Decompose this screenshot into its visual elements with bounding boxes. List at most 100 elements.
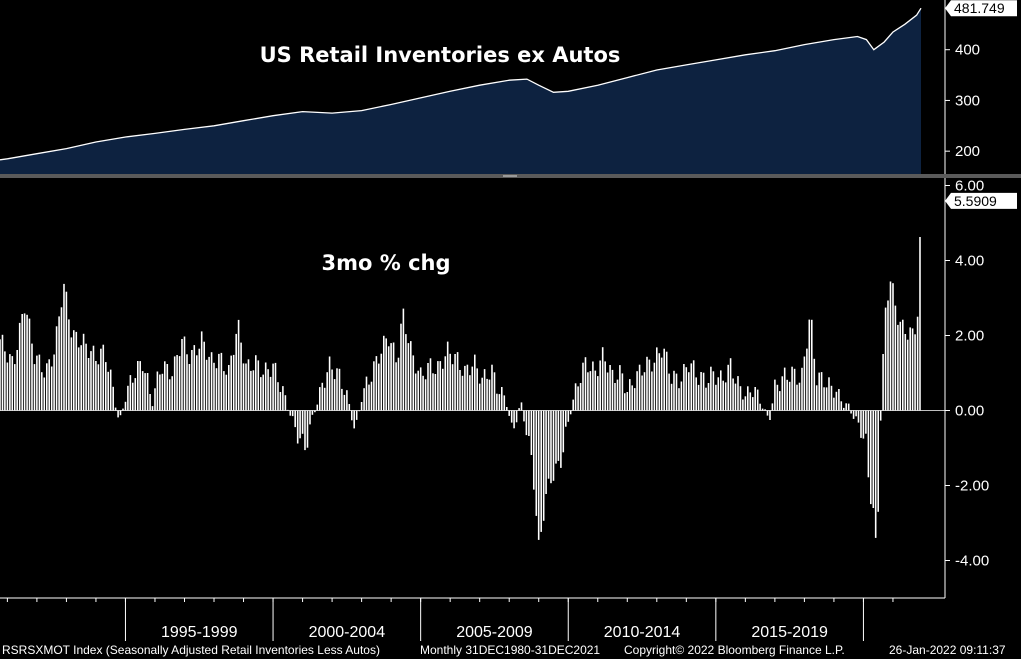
bottom-y-tick-label: 6.00 bbox=[955, 178, 984, 195]
pct-change-bar bbox=[560, 410, 562, 468]
pct-change-bar bbox=[105, 362, 107, 411]
pct-change-bar bbox=[619, 365, 621, 411]
pct-change-bar bbox=[862, 410, 865, 439]
pct-change-bar bbox=[870, 410, 872, 505]
pct-change-bar bbox=[178, 356, 181, 411]
pct-change-bar bbox=[68, 319, 70, 411]
pct-change-bar bbox=[791, 366, 793, 411]
pct-change-bar bbox=[838, 389, 840, 411]
pct-change-bar bbox=[592, 361, 594, 411]
pct-change-bar bbox=[171, 376, 173, 411]
pct-change-bar bbox=[119, 410, 122, 416]
pct-change-bar bbox=[660, 357, 663, 411]
top-tag-value: 481.749 bbox=[954, 0, 1005, 16]
pct-change-bar bbox=[565, 410, 567, 427]
pct-change-bar bbox=[806, 348, 808, 411]
pct-change-bar bbox=[193, 345, 196, 411]
pct-change-bar bbox=[557, 410, 560, 461]
pct-change-bar bbox=[707, 383, 710, 411]
pct-change-bar bbox=[530, 410, 533, 455]
pct-change-bar bbox=[769, 410, 771, 420]
pct-change-bar bbox=[87, 358, 90, 411]
pct-change-bar bbox=[333, 379, 336, 411]
pct-change-bar bbox=[200, 331, 203, 411]
pct-change-bar bbox=[887, 300, 889, 411]
pct-change-bar bbox=[786, 379, 788, 411]
pct-change-bar bbox=[132, 382, 134, 411]
footer-frequency: Monthly 31DEC1980-31DEC2021 bbox=[420, 643, 601, 657]
pct-change-bar bbox=[390, 343, 392, 411]
pct-change-bar bbox=[545, 410, 547, 494]
pct-change-bar bbox=[321, 382, 324, 411]
pct-change-bar bbox=[365, 376, 368, 411]
pct-change-bar bbox=[90, 351, 92, 411]
pct-change-bar bbox=[446, 341, 449, 411]
pct-change-bar bbox=[616, 379, 619, 411]
pct-change-bar bbox=[518, 408, 520, 411]
pct-change-bar bbox=[134, 378, 137, 411]
pct-change-bar bbox=[636, 371, 638, 411]
pct-change-bar bbox=[58, 316, 60, 411]
pct-change-bar bbox=[301, 410, 304, 434]
pct-change-bar bbox=[417, 370, 419, 411]
bottom-y-tick-label: 0.00 bbox=[955, 403, 984, 420]
bottom-tag-value: 5.5909 bbox=[954, 193, 997, 209]
pct-change-bar bbox=[213, 362, 215, 411]
pct-change-bar bbox=[754, 387, 756, 411]
pct-change-bar bbox=[902, 319, 904, 411]
pct-change-bar bbox=[269, 376, 272, 411]
pct-change-bar bbox=[0, 339, 1, 411]
pct-change-bar bbox=[493, 372, 496, 411]
pct-change-bar bbox=[727, 364, 729, 411]
pct-change-bar bbox=[638, 364, 641, 411]
pct-change-bar bbox=[230, 355, 232, 411]
pct-change-bar bbox=[572, 399, 574, 411]
pct-change-bar bbox=[419, 367, 422, 411]
pct-change-bar bbox=[424, 379, 427, 411]
bottom-tag-box bbox=[945, 192, 1017, 209]
pct-change-bar bbox=[813, 358, 816, 411]
pct-change-bar bbox=[442, 368, 444, 411]
pct-change-bar bbox=[422, 375, 424, 411]
pct-change-bar bbox=[587, 372, 589, 411]
x-axis: 1995-1999 2000-2004 2005-2009 2010-2014 2015… bbox=[0, 597, 945, 641]
pct-change-bar bbox=[882, 354, 884, 411]
pct-change-bar bbox=[392, 342, 395, 411]
pct-change-bar bbox=[582, 362, 584, 411]
footer-ticker: RSRSXMOT Index (Seasonally Adjusted Reta… bbox=[2, 643, 380, 657]
pct-change-bar bbox=[879, 410, 882, 421]
pct-change-bar bbox=[911, 328, 914, 411]
pct-change-bar bbox=[112, 386, 114, 411]
pct-change-bar bbox=[577, 386, 579, 411]
pct-change-bar bbox=[73, 330, 75, 411]
x-tick-label: 2005-2009 bbox=[456, 624, 533, 641]
pct-change-bar bbox=[469, 375, 471, 411]
pct-change-bar bbox=[641, 375, 643, 411]
pct-change-bar bbox=[594, 370, 597, 411]
pct-change-bar bbox=[562, 410, 565, 453]
pct-change-bar bbox=[114, 407, 117, 411]
pct-change-bar bbox=[1, 334, 4, 411]
pct-change-bar bbox=[850, 410, 852, 414]
pct-change-bar bbox=[109, 369, 112, 411]
pct-change-bar bbox=[146, 373, 149, 411]
pct-change-bar bbox=[186, 354, 188, 411]
pct-change-bar bbox=[830, 385, 833, 411]
pct-change-bar bbox=[141, 371, 144, 411]
pct-change-bar bbox=[289, 410, 292, 416]
pct-change-bar bbox=[43, 377, 46, 411]
divider-grip-icon[interactable] bbox=[503, 175, 517, 177]
pct-change-bar bbox=[225, 374, 228, 411]
pct-change-bar bbox=[346, 390, 348, 411]
pct-change-bar bbox=[343, 394, 346, 411]
pct-change-bar bbox=[218, 353, 220, 411]
footer-timestamp: 26-Jan-2022 09:11:37 bbox=[889, 643, 1006, 657]
pct-change-bar bbox=[629, 379, 631, 411]
pct-change-bar bbox=[796, 384, 798, 411]
pct-change-bar bbox=[604, 361, 606, 411]
pct-change-bar bbox=[383, 335, 385, 411]
top-last-value-tag: 481.749 bbox=[945, 0, 1017, 17]
pct-change-bar bbox=[85, 343, 87, 411]
pct-change-bar bbox=[368, 384, 370, 411]
pct-change-bar bbox=[316, 404, 319, 411]
